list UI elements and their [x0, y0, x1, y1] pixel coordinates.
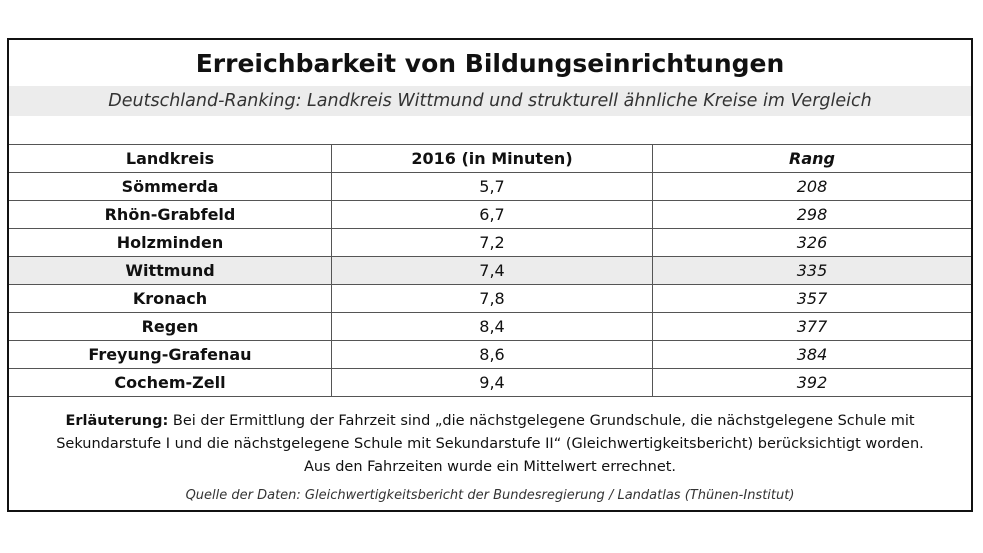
- cell-landkreis: Rhön-Grabfeld: [9, 200, 332, 229]
- table-row: Freyung-Grafenau 8,6 384: [9, 340, 971, 369]
- cell-rank: 357: [652, 284, 971, 313]
- data-source: Quelle der Daten: Gleichwertigkeitsberic…: [185, 488, 795, 503]
- cell-landkreis: Wittmund: [9, 256, 332, 285]
- cell-landkreis: Regen: [9, 312, 332, 341]
- column-header-rank: Rang: [652, 144, 971, 173]
- table-header-row: Landkreis 2016 (in Minuten) Rang: [9, 144, 971, 173]
- cell-landkreis: Sömmerda: [9, 172, 332, 201]
- page-title: Erreichbarkeit von Bildungseinrichtungen: [195, 49, 785, 78]
- cell-minutes: 7,8: [331, 284, 653, 313]
- table-row-highlighted: Wittmund 7,4 335: [9, 256, 971, 285]
- page-subtitle: Deutschland-Ranking: Landkreis Wittmund …: [108, 91, 872, 111]
- cell-minutes: 5,7: [331, 172, 653, 201]
- cell-rank: 335: [652, 256, 971, 285]
- document-frame: Erreichbarkeit von Bildungseinrichtungen…: [7, 38, 973, 512]
- ranking-table: Landkreis 2016 (in Minuten) Rang Sömmerd…: [9, 144, 971, 397]
- cell-rank: 208: [652, 172, 971, 201]
- cell-rank: 298: [652, 200, 971, 229]
- explanation-label: Erläuterung:: [65, 413, 169, 429]
- cell-minutes: 9,4: [331, 368, 653, 397]
- table-row: Kronach 7,8 357: [9, 284, 971, 313]
- cell-rank: 392: [652, 368, 971, 397]
- cell-minutes: 7,4: [331, 256, 653, 285]
- cell-minutes: 8,4: [331, 312, 653, 341]
- cell-rank: 384: [652, 340, 971, 369]
- cell-landkreis: Cochem-Zell: [9, 368, 332, 397]
- cell-rank: 326: [652, 228, 971, 257]
- subtitle-band: [9, 86, 971, 116]
- cell-rank: 377: [652, 312, 971, 341]
- table-row: Regen 8,4 377: [9, 312, 971, 341]
- table-row: Cochem-Zell 9,4 392: [9, 368, 971, 397]
- table-row: Rhön-Grabfeld 6,7 298: [9, 200, 971, 229]
- column-header-minutes: 2016 (in Minuten): [331, 144, 653, 173]
- cell-landkreis: Freyung-Grafenau: [9, 340, 332, 369]
- cell-minutes: 6,7: [331, 200, 653, 229]
- explanation-note: Erläuterung: Bei der Ermittlung der Fahr…: [49, 410, 931, 479]
- cell-minutes: 8,6: [331, 340, 653, 369]
- explanation-text: Bei der Ermittlung der Fahrzeit sind „di…: [56, 413, 924, 475]
- cell-landkreis: Holzminden: [9, 228, 332, 257]
- cell-landkreis: Kronach: [9, 284, 332, 313]
- cell-minutes: 7,2: [331, 228, 653, 257]
- table-row: Holzminden 7,2 326: [9, 228, 971, 257]
- table-row: Sömmerda 5,7 208: [9, 172, 971, 201]
- column-header-landkreis: Landkreis: [9, 144, 332, 173]
